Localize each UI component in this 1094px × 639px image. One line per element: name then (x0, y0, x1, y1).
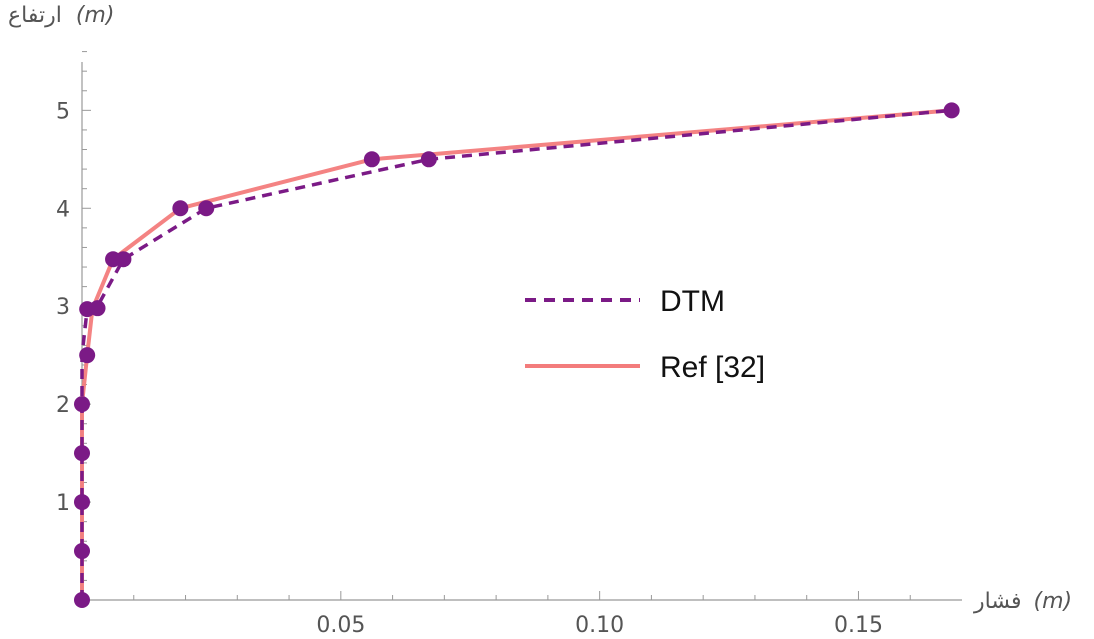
data-point (74, 396, 90, 413)
data-point (74, 494, 90, 511)
y-tick-label: 5 (56, 99, 70, 124)
x-tick-label: 0.05 (316, 613, 365, 638)
series-layer (80, 108, 952, 600)
data-point (79, 347, 96, 364)
data-point (115, 251, 132, 268)
data-point (363, 151, 380, 168)
y-tick-label: 1 (56, 491, 70, 516)
legend-label: Ref [32] (660, 351, 765, 384)
data-point (74, 543, 90, 560)
data-point (74, 592, 90, 608)
y-tick-label: 2 (56, 393, 70, 418)
y-tick-label: 3 (56, 295, 70, 320)
y-axis-title: ارتفاع (m) (8, 3, 114, 28)
data-point (943, 102, 960, 119)
data-point (89, 300, 106, 317)
y-tick-label: 4 (56, 197, 70, 222)
x-tick-label: 0.10 (575, 613, 624, 638)
data-point (198, 200, 215, 217)
data-point (74, 445, 90, 462)
data-point (172, 200, 189, 217)
axes: 0.05 0.10 0.15 1 2 3 4 5 ارتفاع (m) فشار (m) (8, 3, 1072, 638)
x-axis-title: فشار (m) (973, 589, 1072, 614)
x-tick-label: 0.15 (834, 613, 883, 638)
markers-layer (74, 102, 960, 608)
series-line-dtm (80, 108, 952, 600)
legend-label: DTM (660, 285, 725, 318)
legend: DTM Ref [32] (525, 285, 765, 384)
series-line-ref-32- (80, 108, 952, 600)
data-point (420, 151, 437, 168)
